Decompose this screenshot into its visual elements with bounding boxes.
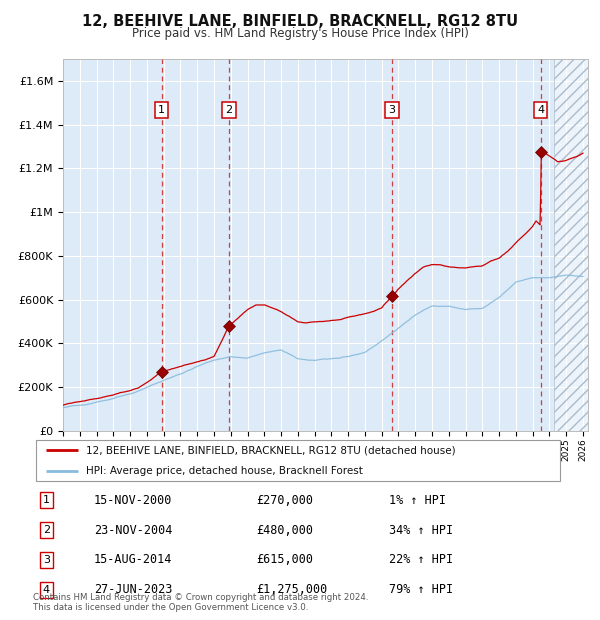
Text: 15-NOV-2000: 15-NOV-2000: [94, 494, 172, 507]
Text: £480,000: £480,000: [256, 524, 313, 536]
Text: 2: 2: [226, 105, 233, 115]
Text: 23-NOV-2004: 23-NOV-2004: [94, 524, 172, 536]
Text: 3: 3: [43, 555, 50, 565]
Text: £1,275,000: £1,275,000: [256, 583, 327, 596]
Text: 4: 4: [537, 105, 544, 115]
Bar: [554, 59, 600, 431]
Text: 34% ↑ HPI: 34% ↑ HPI: [389, 524, 453, 536]
Text: 1% ↑ HPI: 1% ↑ HPI: [389, 494, 446, 507]
FancyBboxPatch shape: [35, 440, 560, 480]
Text: 4: 4: [43, 585, 50, 595]
Text: HPI: Average price, detached house, Bracknell Forest: HPI: Average price, detached house, Brac…: [86, 466, 363, 476]
Text: Price paid vs. HM Land Registry's House Price Index (HPI): Price paid vs. HM Land Registry's House …: [131, 27, 469, 40]
Text: 2: 2: [43, 525, 50, 535]
Text: 12, BEEHIVE LANE, BINFIELD, BRACKNELL, RG12 8TU: 12, BEEHIVE LANE, BINFIELD, BRACKNELL, R…: [82, 14, 518, 29]
Text: £270,000: £270,000: [256, 494, 313, 507]
Text: 15-AUG-2014: 15-AUG-2014: [94, 554, 172, 566]
Text: 79% ↑ HPI: 79% ↑ HPI: [389, 583, 453, 596]
Text: Contains HM Land Registry data © Crown copyright and database right 2024.
This d: Contains HM Land Registry data © Crown c…: [33, 593, 368, 612]
Text: £615,000: £615,000: [256, 554, 313, 566]
Text: 3: 3: [389, 105, 395, 115]
Text: 1: 1: [43, 495, 50, 505]
Text: 27-JUN-2023: 27-JUN-2023: [94, 583, 172, 596]
Text: 22% ↑ HPI: 22% ↑ HPI: [389, 554, 453, 566]
Text: 12, BEEHIVE LANE, BINFIELD, BRACKNELL, RG12 8TU (detached house): 12, BEEHIVE LANE, BINFIELD, BRACKNELL, R…: [86, 445, 456, 455]
Text: 1: 1: [158, 105, 165, 115]
